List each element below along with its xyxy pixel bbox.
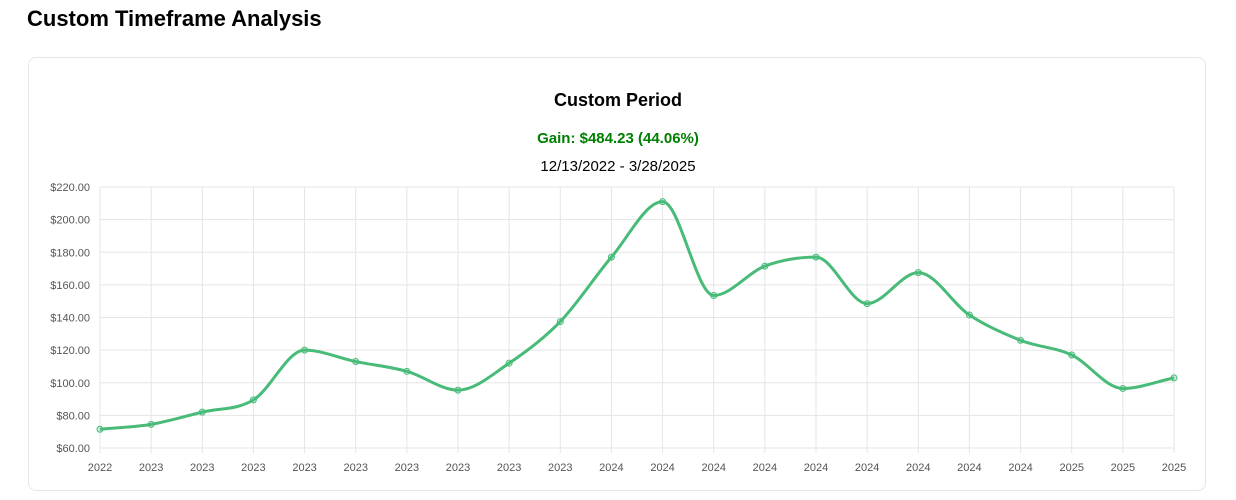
y-tick-label: $140.00 bbox=[50, 313, 90, 325]
page-title: Custom Timeframe Analysis bbox=[27, 6, 322, 31]
x-tick-label: 2024 bbox=[1008, 462, 1032, 474]
x-tick-label: 2023 bbox=[190, 462, 214, 474]
x-tick-label: 2022 bbox=[88, 462, 112, 474]
data-point bbox=[556, 318, 564, 326]
data-point bbox=[1119, 384, 1127, 392]
data-point bbox=[96, 425, 104, 433]
data-point bbox=[1170, 374, 1178, 382]
x-tick-label: 2023 bbox=[395, 462, 419, 474]
x-tick-label: 2024 bbox=[753, 462, 777, 474]
y-tick-label: $220.00 bbox=[50, 182, 90, 194]
x-tick-label: 2025 bbox=[1059, 462, 1083, 474]
data-point bbox=[352, 358, 360, 366]
x-tick-label: 2024 bbox=[599, 462, 623, 474]
y-tick-label: $180.00 bbox=[50, 247, 90, 259]
chart-card bbox=[28, 57, 1206, 491]
y-tick-label: $60.00 bbox=[56, 443, 90, 455]
series-line bbox=[99, 200, 1175, 431]
x-tick-label: 2024 bbox=[804, 462, 828, 474]
x-tick-label: 2023 bbox=[446, 462, 470, 474]
x-tick-label: 2025 bbox=[1111, 462, 1135, 474]
data-point bbox=[914, 269, 922, 277]
data-point bbox=[403, 367, 411, 375]
data-point bbox=[710, 291, 718, 299]
y-tick-label: $100.00 bbox=[50, 378, 90, 390]
y-tick-label: $200.00 bbox=[50, 215, 90, 227]
data-point bbox=[454, 386, 462, 394]
data-point bbox=[505, 359, 513, 367]
data-point bbox=[198, 408, 206, 416]
x-tick-label: 2024 bbox=[855, 462, 879, 474]
data-point bbox=[659, 198, 667, 206]
data-point bbox=[1068, 351, 1076, 359]
x-tick-label: 2024 bbox=[650, 462, 674, 474]
data-point bbox=[965, 311, 973, 319]
x-tick-label: 2024 bbox=[701, 462, 725, 474]
data-point bbox=[1017, 336, 1025, 344]
data-point bbox=[249, 396, 257, 404]
data-point bbox=[812, 253, 820, 261]
data-point bbox=[147, 420, 155, 428]
y-tick-label: $120.00 bbox=[50, 345, 90, 357]
y-tick-label: $160.00 bbox=[50, 280, 90, 292]
x-tick-label: 2023 bbox=[292, 462, 316, 474]
x-tick-label: 2024 bbox=[906, 462, 930, 474]
x-tick-label: 2024 bbox=[957, 462, 981, 474]
x-tick-label: 2023 bbox=[497, 462, 521, 474]
x-tick-label: 2023 bbox=[548, 462, 572, 474]
x-tick-label: 2025 bbox=[1162, 462, 1186, 474]
x-tick-label: 2023 bbox=[343, 462, 367, 474]
x-tick-label: 2023 bbox=[241, 462, 265, 474]
data-point bbox=[761, 262, 769, 270]
data-point bbox=[863, 300, 871, 308]
gain-summary: Gain: $484.23 (44.06%) bbox=[537, 130, 699, 147]
data-point bbox=[301, 346, 309, 354]
chart-title: Custom Period bbox=[553, 90, 682, 110]
date-range: 12/13/2022 - 3/28/2025 bbox=[540, 158, 696, 175]
data-point bbox=[607, 253, 615, 261]
y-tick-label: $80.00 bbox=[56, 410, 90, 422]
x-tick-label: 2023 bbox=[139, 462, 163, 474]
